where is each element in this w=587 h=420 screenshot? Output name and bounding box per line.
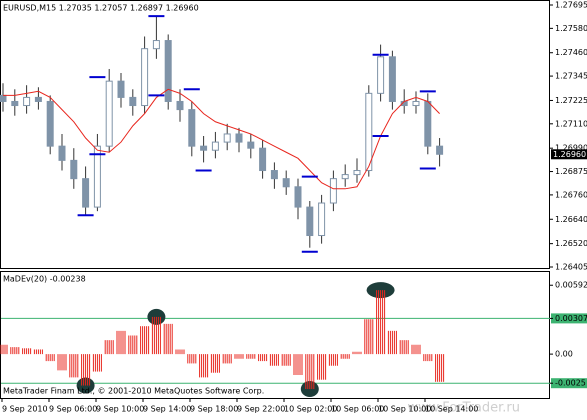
candle-body — [388, 56, 396, 102]
level-tag — [551, 378, 587, 389]
candle-body — [141, 48, 149, 107]
candle-body — [424, 100, 432, 147]
x-tick-label: 9 Sep 22:00 — [237, 405, 285, 414]
price-tag-label: 1.26960 — [553, 150, 586, 159]
indicator-frame — [0, 271, 550, 399]
candle-body — [294, 186, 302, 208]
candle-body — [105, 80, 113, 147]
watermark: www.ForTrader.ru — [407, 401, 520, 416]
candle-body — [223, 133, 231, 143]
candle-body — [152, 40, 160, 50]
y-tick-label: 1.26760 — [555, 190, 587, 199]
candle-body — [34, 96, 42, 102]
candle-body — [259, 147, 267, 172]
level-tag — [551, 313, 587, 324]
y-tick-label: 1.26875 — [555, 167, 587, 176]
candle-body — [23, 96, 31, 107]
x-tick-label: 9 Sep 2010 — [2, 405, 48, 414]
x-tick-label: 10 Sep 06:00 — [331, 405, 384, 414]
candle-body — [270, 170, 278, 180]
candle-body — [58, 145, 66, 161]
y-tick-label: 1.27225 — [555, 96, 587, 105]
candle-body — [282, 178, 290, 188]
candle-body — [200, 145, 208, 151]
candle-body — [188, 109, 196, 147]
candle-body — [70, 159, 78, 180]
main-frame — [0, 0, 550, 269]
candle-body — [365, 92, 373, 172]
candle-body — [247, 141, 255, 149]
y-tick-label: 1.26990 — [555, 144, 587, 153]
candle-body — [318, 202, 326, 237]
x-tick-label: 9 Sep 18:00 — [190, 405, 238, 414]
indicator-title: MaDEv(20) -0.00238 — [3, 275, 86, 284]
y2-tick-label: 0.00307 — [555, 314, 587, 323]
candle-body — [235, 133, 243, 143]
y-tick-label: 1.27580 — [555, 24, 587, 33]
candle-body — [436, 145, 444, 155]
x-tick-label: 9 Sep 06:00 — [49, 405, 97, 414]
moving-average — [3, 88, 440, 190]
candle-body — [164, 40, 172, 102]
candle-body — [377, 56, 385, 94]
candle-body — [341, 174, 349, 180]
y-tick-label: 1.26520 — [555, 239, 587, 248]
candle-body — [11, 100, 19, 107]
x-tick-label: 9 Sep 10:00 — [96, 405, 144, 414]
candle-body — [176, 100, 184, 111]
price-tag — [551, 149, 587, 160]
y-tick-label: 1.27460 — [555, 48, 587, 57]
candle-body — [93, 145, 101, 208]
y-tick-label: 1.27695 — [555, 1, 587, 10]
chart-title: EURUSD,M15 1.27035 1.27057 1.26897 1.269… — [3, 4, 199, 13]
candle-body — [82, 178, 90, 208]
y2-tick-label: -0.0025 — [555, 379, 586, 388]
y-tick-label: 1.27110 — [555, 119, 587, 128]
candle-body — [329, 178, 337, 204]
y2-tick-label: 0.00592 — [555, 281, 587, 290]
y-tick-label: 1.26405 — [555, 263, 587, 272]
candle-body — [353, 170, 361, 176]
y-tick-label: 1.26640 — [555, 215, 587, 224]
x-tick-label: 10 Sep 02:00 — [284, 405, 337, 414]
y-tick-label: 1.27345 — [555, 72, 587, 81]
candle-body — [46, 100, 54, 147]
candle-body — [0, 94, 7, 102]
x-tick-label: 10 Sep 10:00 — [378, 405, 431, 414]
footer: MetaTrader Finam Ltd., © 2001-2010 MetaQ… — [3, 387, 264, 396]
x-tick-label: 9 Sep 14:00 — [143, 405, 191, 414]
candle-body — [211, 141, 219, 151]
candle-body — [412, 100, 420, 107]
candle-body — [129, 96, 137, 107]
y2-tick-label: 0.00 — [555, 350, 573, 359]
candle-body — [306, 206, 314, 237]
candle-body — [117, 80, 125, 98]
x-tick-label: 10 Sep 14:00 — [425, 405, 478, 414]
